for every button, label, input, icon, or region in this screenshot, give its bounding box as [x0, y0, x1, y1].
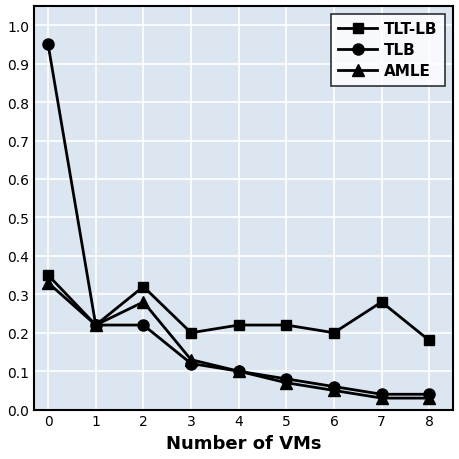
TLB: [140, 323, 146, 328]
TLT-LB: [283, 323, 288, 328]
TLT-LB: [425, 338, 431, 343]
X-axis label: Number of VMs: Number of VMs: [165, 434, 320, 452]
TLB: [93, 323, 98, 328]
TLT-LB: [45, 273, 51, 278]
AMLE: [140, 300, 146, 305]
AMLE: [235, 369, 241, 374]
TLB: [235, 369, 241, 374]
TLT-LB: [93, 323, 98, 328]
Line: AMLE: AMLE: [42, 278, 434, 404]
TLT-LB: [188, 330, 193, 336]
AMLE: [425, 396, 431, 401]
AMLE: [93, 323, 98, 328]
AMLE: [283, 380, 288, 386]
AMLE: [188, 357, 193, 363]
TLB: [188, 361, 193, 366]
AMLE: [45, 280, 51, 286]
TLB: [283, 376, 288, 382]
AMLE: [378, 396, 384, 401]
TLB: [330, 384, 336, 390]
Line: TLB: TLB: [42, 40, 434, 400]
TLT-LB: [378, 300, 384, 305]
TLT-LB: [140, 284, 146, 290]
Legend: TLT-LB, TLB, AMLE: TLT-LB, TLB, AMLE: [330, 15, 444, 87]
TLB: [378, 392, 384, 397]
TLT-LB: [330, 330, 336, 336]
AMLE: [330, 388, 336, 393]
TLB: [45, 43, 51, 48]
TLT-LB: [235, 323, 241, 328]
TLB: [425, 392, 431, 397]
Line: TLT-LB: TLT-LB: [43, 271, 433, 346]
